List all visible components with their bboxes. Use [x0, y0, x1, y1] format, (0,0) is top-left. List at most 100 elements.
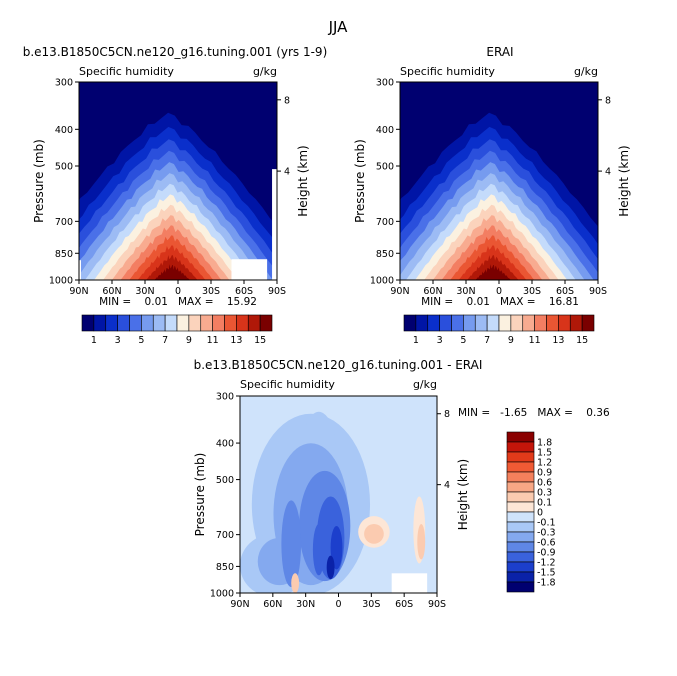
x-tick-label: 60S — [235, 286, 253, 297]
figure-title: JJA — [328, 18, 349, 36]
x-tick-label: 90S — [589, 286, 607, 297]
colorbar-label: -1.8 — [537, 578, 556, 589]
y-tick-label: 850 — [216, 562, 234, 573]
x-tick-label: 90N — [390, 286, 409, 297]
x-tick-label: 0 — [335, 599, 341, 610]
contour-band — [291, 573, 300, 593]
colorbar-swatch — [506, 581, 535, 593]
colorbar-label: 3 — [115, 335, 121, 346]
colorbar-swatch — [522, 314, 535, 332]
x-tick-label: 30N — [296, 599, 315, 610]
colorbar-swatch — [486, 314, 500, 332]
colorbar-swatch — [105, 314, 118, 332]
colorbar-label: -0.6 — [537, 538, 556, 549]
y2-axis-label: Height (km) — [617, 145, 631, 216]
colorbar-swatch — [129, 314, 142, 332]
colorbar-swatch — [506, 541, 535, 553]
obs-panel: ERAI Specific humidity g/kg 300 400 500 700… — [353, 45, 631, 346]
x-tick-label: 30N — [456, 286, 475, 297]
missing-data-mask — [79, 260, 81, 280]
colorbar-swatch — [212, 314, 225, 332]
colorbar-label: 0 — [537, 508, 543, 519]
colorbar-swatch — [569, 314, 583, 332]
y-tick-label: 1000 — [210, 589, 234, 600]
x-tick-label: 90N — [69, 286, 88, 297]
missing-data-mask — [231, 259, 268, 280]
colorbar-swatch — [546, 314, 559, 332]
obs-right-label: g/kg — [574, 65, 598, 78]
x-tick-label: 0 — [496, 286, 502, 297]
colorbar-swatch — [506, 431, 535, 443]
colorbar-swatch — [510, 314, 524, 332]
contour-band — [475, 264, 511, 280]
obs-left-label: Specific humidity — [400, 65, 495, 78]
colorbar-label: 0.1 — [537, 498, 552, 509]
missing-data-mask — [391, 573, 428, 593]
y-axis-label: Pressure (mb) — [193, 453, 207, 537]
y-tick-label: 700 — [216, 530, 234, 541]
height-tick-label: 8 — [605, 95, 611, 106]
colorbar-swatch — [506, 551, 535, 563]
colorbar-swatch — [81, 314, 95, 332]
obs-title: ERAI — [486, 45, 513, 59]
colorbar-swatch — [506, 501, 535, 513]
y-axis-label: Pressure (mb) — [353, 139, 367, 223]
contour-fills — [79, 82, 277, 280]
colorbar-label: 11 — [529, 335, 541, 346]
colorbar-swatch — [506, 441, 535, 453]
height-tick-label: 4 — [605, 167, 611, 178]
colorbar-swatch — [93, 314, 107, 332]
colorbar-swatch — [403, 314, 417, 332]
colorbar-label: 1.2 — [537, 458, 552, 469]
model-stats: MIN = 0.01 MAX = 15.92 — [99, 296, 257, 308]
colorbar-label: 1 — [91, 335, 97, 346]
y-tick-label: 700 — [55, 217, 73, 228]
x-tick-label: 90N — [230, 599, 249, 610]
colorbar-swatch — [152, 314, 166, 332]
contour-fills — [240, 396, 437, 593]
y-tick-label: 500 — [216, 475, 234, 486]
x-tick-label: 30S — [202, 286, 220, 297]
colorbar-swatch — [506, 511, 535, 523]
colorbar-swatch — [558, 314, 571, 332]
y-tick-label: 300 — [376, 78, 394, 89]
x-tick-label: 0 — [175, 286, 181, 297]
colorbar-label: 13 — [552, 335, 564, 346]
colorbar-swatch — [581, 314, 595, 332]
x-tick-label: 90S — [268, 286, 286, 297]
diff-panel: b.e13.B1850C5CN.ne120_g16.tuning.001 - E… — [193, 358, 610, 610]
x-tick-label: 60S — [556, 286, 574, 297]
colorbar-swatch — [451, 314, 464, 332]
colorbar-swatch — [200, 314, 213, 332]
colorbar-swatch — [506, 561, 535, 573]
colorbar-label: -1.2 — [537, 558, 556, 569]
x-tick-label: 60N — [423, 286, 442, 297]
colorbar-swatch — [506, 491, 535, 503]
colorbar-label: 13 — [230, 335, 242, 346]
colorbar-swatch — [498, 314, 512, 332]
colorbar-label: 0.6 — [537, 478, 552, 489]
colorbar-swatch — [439, 314, 452, 332]
colorbar-label: 5 — [460, 335, 466, 346]
colorbar-swatch — [506, 481, 535, 493]
y-tick-label: 850 — [55, 249, 73, 260]
model-title: b.e13.B1850C5CN.ne120_g16.tuning.001 (yr… — [23, 45, 328, 59]
y2-axis-label: Height (km) — [456, 459, 470, 530]
diff-stats: MIN = -1.65 MAX = 0.36 — [458, 407, 610, 419]
colorbar-label: 5 — [138, 335, 144, 346]
y-tick-label: 300 — [216, 392, 234, 403]
diff-left-label: Specific humidity — [240, 378, 335, 391]
height-tick-label: 4 — [284, 167, 290, 178]
y-tick-label: 500 — [55, 162, 73, 173]
y-tick-label: 400 — [55, 125, 73, 136]
colorbar-label: 11 — [207, 335, 219, 346]
model-right-label: g/kg — [253, 65, 277, 78]
colorbar-swatch — [247, 314, 261, 332]
colorbar-label: 7 — [484, 335, 490, 346]
colorbar-label: 1.8 — [537, 438, 552, 449]
height-tick-label: 8 — [444, 409, 450, 420]
colorbar-label: 15 — [576, 335, 588, 346]
